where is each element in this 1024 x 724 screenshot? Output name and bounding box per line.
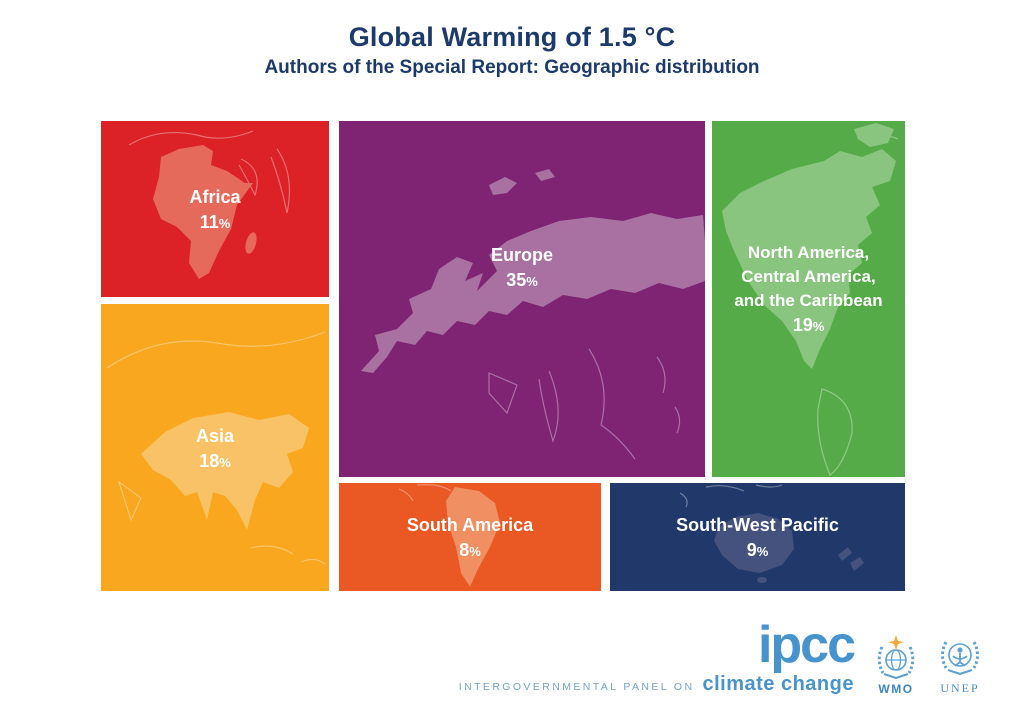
region-block-north-america: North America, Central America, and the … — [712, 121, 905, 477]
svalbard-silhouette — [489, 169, 555, 195]
region-label: Asia 18% — [101, 423, 329, 471]
wmo-emblem-icon — [877, 634, 915, 679]
unep-logo: UNEP — [938, 632, 982, 696]
ipcc-tagline-brand: climate change — [702, 672, 854, 695]
south-america-silhouette — [446, 487, 500, 587]
region-value: 11% — [199, 212, 231, 233]
region-label: South America 8% — [339, 513, 601, 561]
region-name: North America, Central America, and the … — [734, 243, 883, 310]
region-block-south-west-pacific: South-West Pacific 9% — [610, 483, 905, 591]
world-outline — [106, 331, 326, 565]
header: Global Warming of 1.5 °C Authors of the … — [0, 22, 1024, 79]
percent-sign: % — [756, 544, 769, 560]
percent-sign: % — [219, 454, 231, 470]
page-title: Global Warming of 1.5 °C — [348, 22, 676, 52]
region-block-south-america: South America 8% — [339, 483, 601, 591]
region-block-africa: Africa 11% — [101, 121, 329, 297]
greenland-silhouette — [854, 123, 894, 147]
south-west-pacific-map-graphic — [679, 484, 864, 583]
europe-map-graphic — [361, 169, 705, 460]
new-zealand-silhouette — [838, 547, 864, 571]
madagascar-silhouette — [245, 232, 257, 254]
region-name: South-West Pacific — [676, 514, 839, 535]
region-name: Europe — [490, 244, 553, 265]
footer-logos: ipcc INTERGOVERNMENTAL PANEL ON climate … — [459, 616, 982, 696]
world-outline — [679, 484, 783, 508]
percent-sign: % — [469, 544, 481, 560]
percent-sign: % — [812, 318, 825, 334]
ipcc-logo: ipcc INTERGOVERNMENTAL PANEL ON climate … — [459, 616, 856, 696]
eurasia-silhouette — [361, 213, 705, 373]
region-block-europe: Europe 35% — [339, 121, 705, 477]
africa-silhouette — [153, 145, 253, 279]
world-outline — [398, 484, 452, 502]
region-name: Africa — [189, 186, 241, 207]
region-label: South-West Pacific 9% — [610, 513, 905, 561]
region-label: Africa 11% — [101, 185, 329, 233]
wmo-label: WMO — [878, 681, 914, 696]
region-name: South America — [406, 514, 534, 535]
percent-sign: % — [526, 274, 538, 290]
region-block-asia: Asia 18% — [101, 304, 329, 591]
australia-silhouette — [714, 513, 794, 573]
region-value: 35% — [506, 270, 538, 291]
north-america-silhouette — [722, 149, 896, 369]
africa-map-graphic — [128, 130, 291, 279]
unep-emblem-icon — [941, 640, 979, 675]
region-value: 19% — [792, 314, 825, 335]
world-outline — [128, 130, 291, 214]
region-label: North America, Central America, and the … — [712, 241, 905, 335]
tasmania-silhouette — [757, 577, 767, 583]
wmo-logo: WMO — [874, 633, 918, 696]
unep-label: UNEP — [940, 680, 980, 695]
world-outline — [488, 348, 681, 460]
south-america-map-graphic — [398, 484, 500, 587]
north-america-map-graphic — [722, 123, 899, 476]
percent-sign: % — [218, 216, 231, 232]
ipcc-tagline-prefix: INTERGOVERNMENTAL PANEL ON — [458, 680, 695, 693]
region-value: 18% — [199, 450, 231, 471]
region-name: Asia — [195, 425, 235, 446]
region-value: 8% — [459, 540, 481, 561]
wmo-star — [888, 634, 904, 650]
ipcc-tagline: INTERGOVERNMENTAL PANEL ON climate chang… — [459, 673, 854, 696]
region-value: 9% — [746, 540, 769, 561]
asia-silhouette — [141, 412, 309, 530]
region-label: Europe 35% — [339, 243, 705, 291]
asia-map-graphic — [106, 331, 326, 565]
page-subtitle: Authors of the Special Report: Geographi… — [264, 57, 760, 78]
ipcc-wordmark: ipcc — [757, 616, 856, 674]
